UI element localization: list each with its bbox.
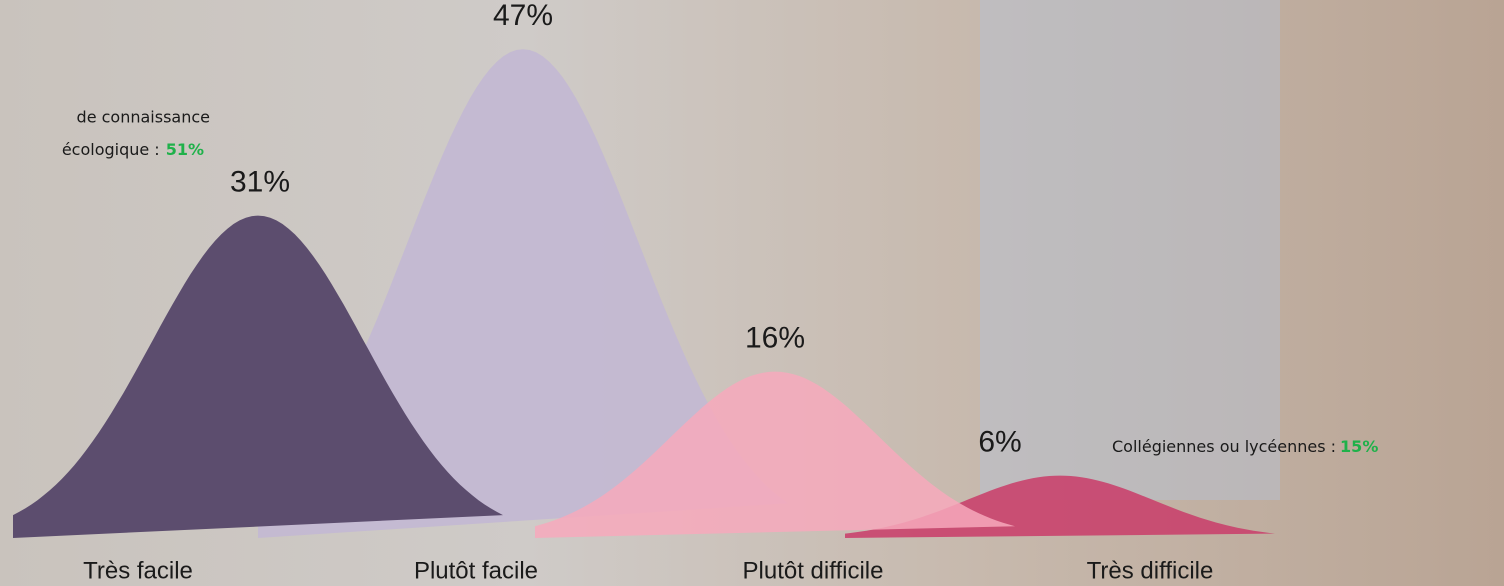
annotation: écologique : 51% xyxy=(62,140,204,159)
annotation-highlight: 51% xyxy=(166,140,204,159)
category-label: Plutôt difficile xyxy=(743,557,884,584)
annotation: de connaissance xyxy=(77,108,210,127)
value-label: 31% xyxy=(230,166,290,199)
category-label: Très difficile xyxy=(1087,557,1214,584)
annotation-highlight: 15% xyxy=(1340,437,1378,456)
value-label: 16% xyxy=(745,322,805,355)
category-label: Très facile xyxy=(83,557,193,584)
value-label: 47% xyxy=(493,0,553,32)
value-label: 6% xyxy=(978,426,1021,459)
annotation-text: Collégiennes ou lycéennes : xyxy=(1112,437,1336,456)
category-label: Plutôt facile xyxy=(414,557,538,584)
annotation-text: écologique : xyxy=(62,140,160,159)
background-photo-jeans xyxy=(980,0,1280,500)
chart: 31% Très facile 47% Plutôt facile 16% Plutôt … xyxy=(0,0,1504,586)
